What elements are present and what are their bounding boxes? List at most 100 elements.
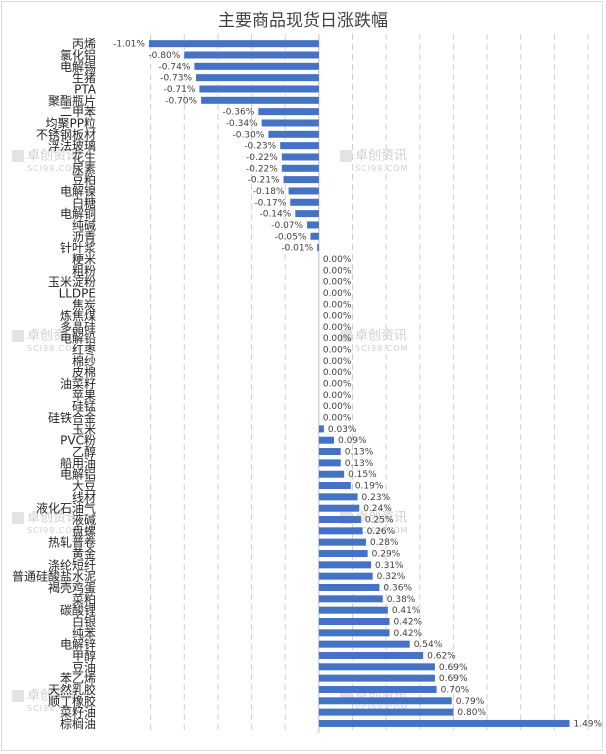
bar [318, 448, 341, 456]
watermark-subtext: SCI99.COM [355, 703, 409, 713]
bar [281, 153, 319, 161]
category-label: LLDPE [59, 286, 96, 300]
category-label: 硅铁合金 [48, 410, 96, 425]
category-label: 豆油 [72, 660, 96, 674]
category-label: 电解铜 [60, 206, 96, 221]
data-label: 0.69% [439, 663, 468, 673]
category-label: 大豆 [72, 479, 96, 493]
category-label: 菜籽油 [60, 706, 96, 720]
bar [318, 516, 361, 524]
bar [268, 130, 319, 138]
data-label: -0.34% [226, 119, 258, 129]
data-label: -0.36% [222, 108, 254, 118]
watermark-logo-icon [12, 512, 24, 524]
watermark-text: 卓创资讯 [27, 328, 80, 344]
bar [281, 164, 319, 172]
bar [318, 425, 324, 433]
category-label: 玉米 [72, 422, 96, 436]
data-label: 0.19% [355, 482, 384, 492]
category-label: 白糖 [72, 195, 96, 210]
watermark-logo-icon [340, 150, 352, 162]
bar [318, 538, 366, 546]
bar [318, 606, 388, 614]
category-label: 豆粕 [72, 172, 96, 187]
category-label: 船用油 [60, 456, 96, 470]
watermark-text: 卓创资讯 [27, 688, 80, 704]
watermark: 卓创资讯 SCI99.COM [12, 330, 81, 355]
category-label: 油菜籽 [60, 377, 96, 391]
category-label: 电解锡 [60, 59, 96, 74]
bar [199, 85, 319, 93]
data-label: -0.21% [248, 176, 280, 186]
data-label: 0.00% [323, 391, 352, 401]
data-label: 0.69% [439, 674, 468, 684]
data-label: 0.32% [377, 572, 406, 582]
data-label: 0.00% [323, 323, 352, 333]
bar [318, 482, 351, 490]
watermark-subtext: SCI99.COM [27, 163, 81, 173]
watermark-subtext: SCI99.COM [355, 343, 409, 353]
bar [318, 617, 390, 625]
bar [258, 108, 319, 116]
category-label: 聚酯瓶片 [48, 94, 96, 108]
category-label: 液碱 [72, 512, 96, 527]
category-label: PTA [74, 82, 97, 96]
data-label: 0.70% [441, 685, 470, 695]
data-label: -0.80% [148, 51, 180, 61]
category-label: 电解镍 [60, 184, 96, 198]
category-label: 沥青 [72, 230, 96, 244]
bar [295, 210, 319, 218]
bar [318, 629, 390, 637]
data-label: -0.22% [246, 153, 278, 163]
category-label: 红枣 [72, 342, 96, 357]
data-label: -0.05% [275, 232, 307, 242]
category-label: 乙醇 [72, 444, 96, 459]
bar [194, 62, 319, 70]
data-label: -0.01% [281, 244, 313, 254]
data-label: 0.24% [363, 504, 392, 514]
category-label: 花生 [72, 149, 96, 164]
data-label: -0.17% [254, 198, 286, 208]
bar [318, 719, 570, 727]
bar [318, 504, 360, 512]
category-label: 线材 [72, 490, 96, 504]
bar [317, 244, 319, 252]
category-label: 盘螺 [72, 523, 96, 538]
category-label: 菜粕 [72, 591, 96, 606]
watermark-logo-icon [340, 330, 352, 342]
bar [318, 470, 345, 478]
category-label: 均聚PP粒 [46, 115, 96, 130]
category-label: 液化石油气 [36, 501, 96, 516]
watermark-subtext: SCI99.COM [355, 163, 409, 173]
category-label: 丙烯 [72, 37, 96, 51]
category-label: 天然乳胶 [48, 682, 96, 697]
data-label: 0.00% [323, 380, 352, 390]
category-label: 碳酸锂 [60, 603, 96, 618]
category-label: 苹果 [72, 388, 96, 402]
data-label: 0.80% [457, 708, 486, 718]
data-label: -0.73% [160, 74, 192, 84]
watermark-text: 卓创资讯 [355, 510, 408, 526]
category-label: 玉米淀粉 [48, 275, 96, 289]
category-label: 焦炭 [72, 298, 96, 312]
category-label: 普通硅酸盐水泥 [12, 569, 96, 584]
bar [318, 674, 435, 682]
bar [184, 51, 319, 59]
data-label: 0.23% [362, 493, 391, 503]
category-label: 顺丁橡胶 [48, 693, 96, 708]
data-label: 0.28% [370, 538, 399, 548]
category-label: 炼焦煤 [60, 308, 96, 323]
category-label: 电解铝 [60, 467, 96, 482]
data-label: 0.42% [394, 617, 423, 627]
data-label: -1.01% [113, 40, 145, 50]
bar [318, 561, 372, 569]
bar [196, 74, 319, 82]
category-label: 热轧普卷 [48, 535, 96, 550]
category-label: 纯碱 [72, 218, 96, 232]
watermark-text: 卓创资讯 [27, 148, 80, 164]
data-label: 0.00% [323, 255, 352, 265]
data-label: 0.54% [414, 640, 443, 650]
watermark-subtext: SCI99.COM [27, 343, 81, 353]
